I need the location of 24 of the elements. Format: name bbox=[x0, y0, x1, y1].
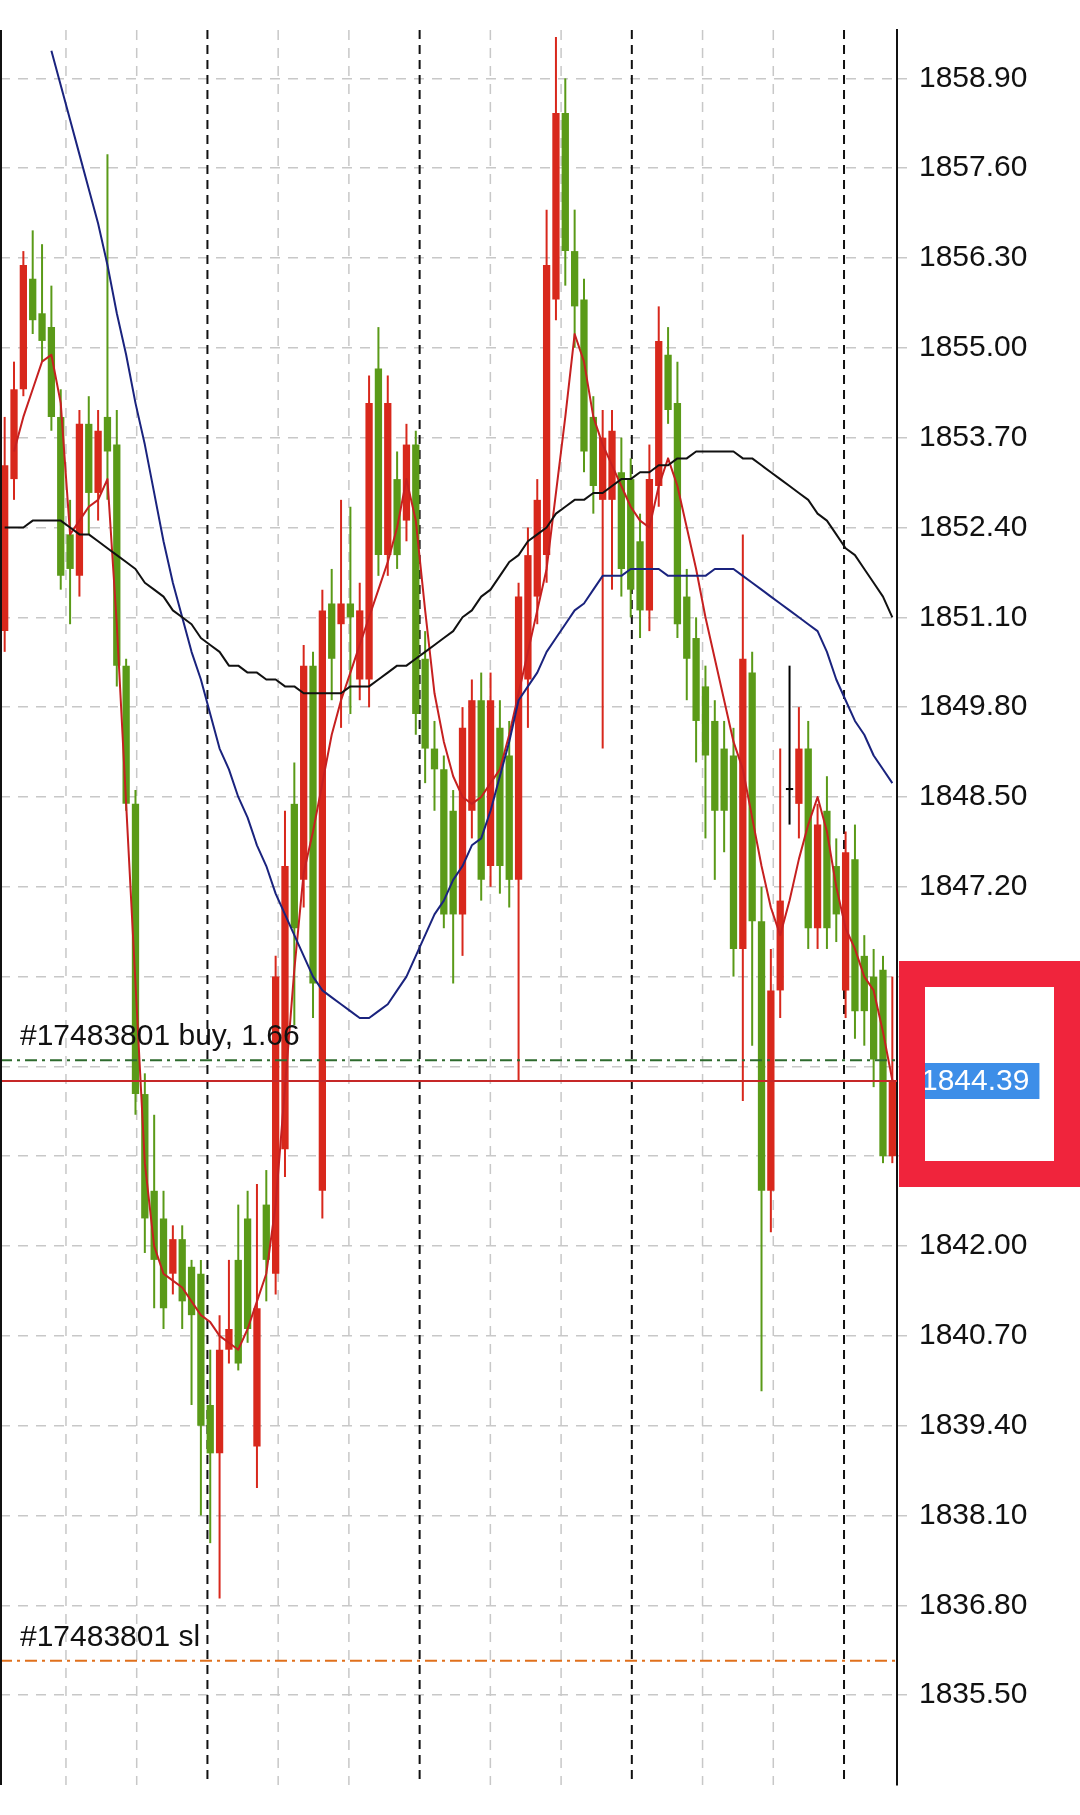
ref-line-label: 1844.39 bbox=[921, 1063, 1030, 1097]
y-tick-label: 1858.90 bbox=[919, 59, 1028, 93]
y-tick-label: 1847.20 bbox=[919, 868, 1028, 902]
candlestick bbox=[430, 719, 439, 812]
candlestick bbox=[225, 1258, 233, 1365]
candlestick bbox=[785, 664, 794, 826]
y-tick-label: 1853.70 bbox=[919, 418, 1028, 452]
y-tick-label: 1848.50 bbox=[919, 778, 1028, 812]
y-tick-label: 1849.80 bbox=[919, 688, 1028, 722]
y-tick-label: 1838.10 bbox=[919, 1496, 1028, 1530]
y-tick-label: 1856.30 bbox=[919, 239, 1028, 273]
ref-line-label: #17483801 sl bbox=[20, 1618, 201, 1652]
y-tick-label: 1839.40 bbox=[919, 1406, 1028, 1440]
candlestick bbox=[103, 153, 112, 501]
y-tick-label: 1836.80 bbox=[919, 1586, 1028, 1620]
y-tick-label: 1857.60 bbox=[919, 149, 1028, 183]
y-tick-label: 1835.50 bbox=[919, 1676, 1028, 1710]
y-tick-label: 1840.70 bbox=[919, 1317, 1028, 1351]
candlestick bbox=[337, 498, 345, 729]
candlestick bbox=[346, 505, 355, 716]
y-tick-label: 1852.40 bbox=[919, 508, 1028, 542]
y-tick-label: 1855.00 bbox=[919, 329, 1028, 363]
y-tick-label: 1842.00 bbox=[919, 1227, 1028, 1261]
y-tick-label: 1851.10 bbox=[919, 598, 1028, 632]
